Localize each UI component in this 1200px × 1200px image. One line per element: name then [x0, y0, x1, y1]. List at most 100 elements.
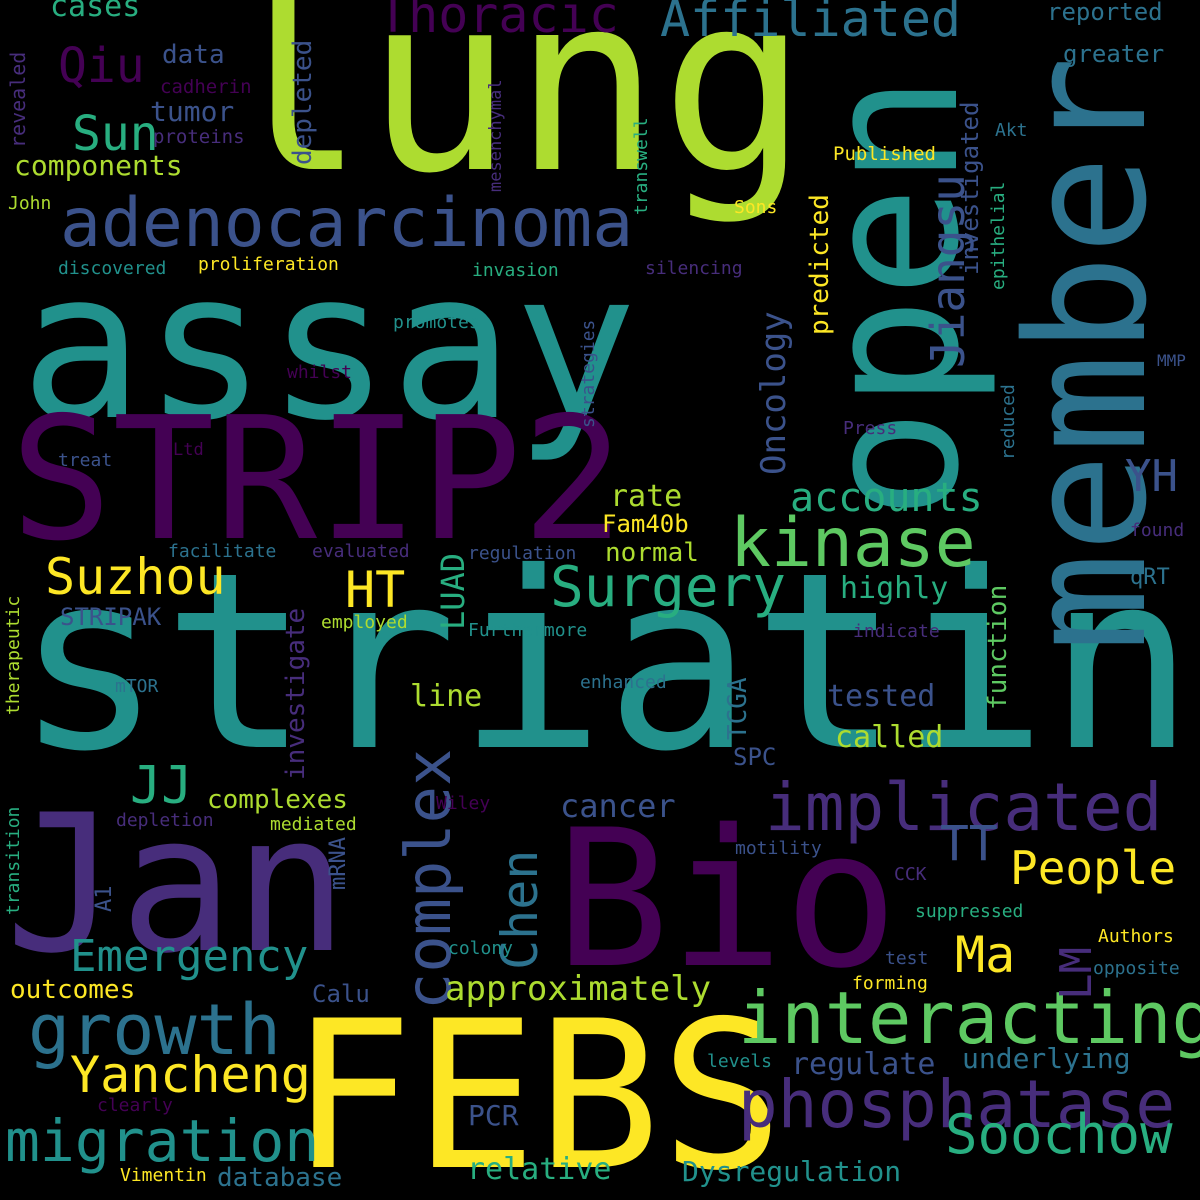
- cloud-word-soochow: Soochow: [945, 1103, 1173, 1166]
- cloud-word-assay: assay: [20, 228, 638, 466]
- cloud-word-published: Published: [833, 143, 936, 165]
- cloud-word-interacting: interacting: [738, 976, 1200, 1060]
- cloud-word-oncology: Oncology: [754, 311, 794, 475]
- cloud-word-affiliated: Affiliated: [660, 0, 962, 48]
- cloud-word-pcr: PCR: [468, 1099, 519, 1132]
- cloud-word-approximately: approximately: [445, 969, 712, 1009]
- cloud-word-transition: transition: [3, 806, 24, 915]
- cloud-word-authors: Authors: [1098, 926, 1174, 947]
- cloud-word-stripak: STRIPAK: [60, 603, 162, 631]
- cloud-word-mediated: mediated: [270, 814, 357, 835]
- cloud-word-normal: normal: [605, 538, 699, 568]
- cloud-word-employed: employed: [321, 612, 408, 633]
- cloud-word-discovered: discovered: [58, 258, 167, 279]
- cloud-word-yancheng: Yancheng: [70, 1046, 311, 1104]
- cloud-word-cases: cases: [50, 0, 141, 24]
- cloud-word-mmp: MMP: [1157, 351, 1186, 370]
- cloud-word-sons: Sons: [734, 197, 778, 218]
- cloud-word-proteins: proteins: [153, 126, 245, 148]
- cloud-word-tested: tested: [827, 679, 936, 714]
- cloud-word-fam40b: Fam40b: [602, 510, 689, 538]
- cloud-word-qrt: qRT: [1130, 565, 1170, 590]
- cloud-word-calu: Calu: [312, 980, 370, 1008]
- cloud-word-tcga: TCGA: [723, 677, 753, 740]
- cloud-word-thoracic: Thoracic: [378, 0, 619, 44]
- cloud-word-function: function: [983, 584, 1013, 710]
- cloud-word-promotes: promotes: [393, 312, 480, 333]
- cloud-word-cadherin: cadherin: [160, 76, 252, 98]
- cloud-word-depleted: depleted: [288, 39, 318, 165]
- cloud-word-tt: TT: [940, 816, 998, 872]
- cloud-word-enhanced: enhanced: [580, 672, 667, 693]
- cloud-word-lung: lung: [218, 0, 809, 227]
- cloud-word-suzhou: Suzhou: [45, 548, 226, 606]
- cloud-word-implicated: implicated: [765, 769, 1163, 846]
- cloud-word-john: John: [8, 193, 52, 214]
- cloud-word-invasion: invasion: [472, 260, 559, 281]
- cloud-word-colony: colony: [448, 938, 514, 959]
- cloud-word-found: found: [1130, 520, 1185, 541]
- cloud-word-levels: levels: [707, 1051, 773, 1072]
- cloud-word-clearly: clearly: [97, 1095, 173, 1116]
- cloud-word-evaluated: evaluated: [312, 541, 410, 562]
- cloud-word-investigated: investigated: [956, 101, 984, 275]
- cloud-word-forming: forming: [852, 973, 928, 994]
- cloud-word-greater: greater: [1063, 40, 1165, 68]
- cloud-word-cck: CCK: [894, 864, 927, 885]
- cloud-word-dysregulation: Dysregulation: [682, 1155, 902, 1188]
- cloud-word-people: People: [1010, 841, 1177, 895]
- cloud-word-tumor: tumor: [150, 95, 235, 128]
- cloud-word-accounts: accounts: [790, 475, 983, 521]
- cloud-word-furthermore: Furthermore: [468, 620, 588, 641]
- cloud-word-strip2: STRIP2: [10, 381, 625, 579]
- cloud-word-a1: A1: [92, 885, 117, 913]
- cloud-word-complexes: complexes: [207, 785, 348, 815]
- cloud-word-jan: Jan: [5, 774, 349, 995]
- cloud-word-treat: treat: [58, 450, 113, 471]
- cloud-word-jj: JJ: [130, 756, 193, 816]
- cloud-word-database: database: [217, 1163, 343, 1193]
- cloud-word-striatin: striatin: [15, 520, 1196, 805]
- cloud-word-highly: highly: [840, 571, 949, 606]
- cloud-word-migration: migration: [5, 1107, 320, 1175]
- cloud-word-cancer: cancer: [560, 787, 676, 825]
- cloud-word-whilst: whilst: [287, 362, 353, 383]
- cloud-word-epithelial: epithelial: [988, 181, 1009, 290]
- cloud-word-mtor: mTOR: [115, 676, 159, 697]
- cloud-word-mrna: mRNA: [326, 837, 351, 890]
- cloud-word-regulate: regulate: [791, 1047, 936, 1082]
- cloud-word-luad: LUAD: [434, 552, 472, 630]
- cloud-word-phosphatase: phosphatase: [738, 1066, 1176, 1143]
- cloud-word-ltd: Ltd: [173, 440, 204, 460]
- cloud-word-reduced: reduced: [998, 384, 1019, 460]
- cloud-word-regulation: regulation: [468, 543, 577, 564]
- cloud-word-transwell: transwell: [631, 117, 652, 215]
- cloud-word-motility: motility: [735, 838, 822, 859]
- cloud-word-facilitate: facilitate: [168, 541, 277, 562]
- cloud-word-predicted: predicted: [805, 194, 835, 335]
- cloud-word-member: member: [991, 55, 1183, 652]
- cloud-word-kinase: kinase: [730, 504, 976, 583]
- cloud-word-qiu: Qiu: [58, 38, 145, 94]
- cloud-word-ht: HT: [345, 561, 406, 619]
- cloud-word-components: components: [14, 149, 183, 182]
- cloud-word-proliferation: proliferation: [198, 254, 339, 275]
- cloud-word-reported: reported: [1047, 0, 1163, 26]
- cloud-word-opposite: opposite: [1093, 958, 1180, 979]
- cloud-word-indicate: indicate: [853, 621, 940, 642]
- cloud-word-therapeutic: therapeutic: [3, 595, 24, 715]
- cloud-word-growth: growth: [28, 989, 281, 1071]
- cloud-word-adenocarcinoma: adenocarcinoma: [60, 184, 634, 263]
- cloud-word-underlying: underlying: [962, 1042, 1131, 1075]
- cloud-word-yh: YH: [1125, 451, 1178, 502]
- cloud-word-sun: Sun: [72, 106, 159, 162]
- cloud-word-akt: Akt: [995, 120, 1028, 141]
- cloud-word-investigate: investigate: [281, 607, 311, 780]
- cloud-word-surgery: Surgery: [550, 555, 787, 620]
- cloud-word-relative: relative: [467, 1152, 612, 1187]
- cloud-word-mesenchymal: mesenchymal: [486, 79, 506, 192]
- cloud-word-called: called: [835, 720, 944, 755]
- cloud-word-depletion: depletion: [116, 810, 214, 831]
- cloud-word-strategies: strategies: [578, 319, 599, 428]
